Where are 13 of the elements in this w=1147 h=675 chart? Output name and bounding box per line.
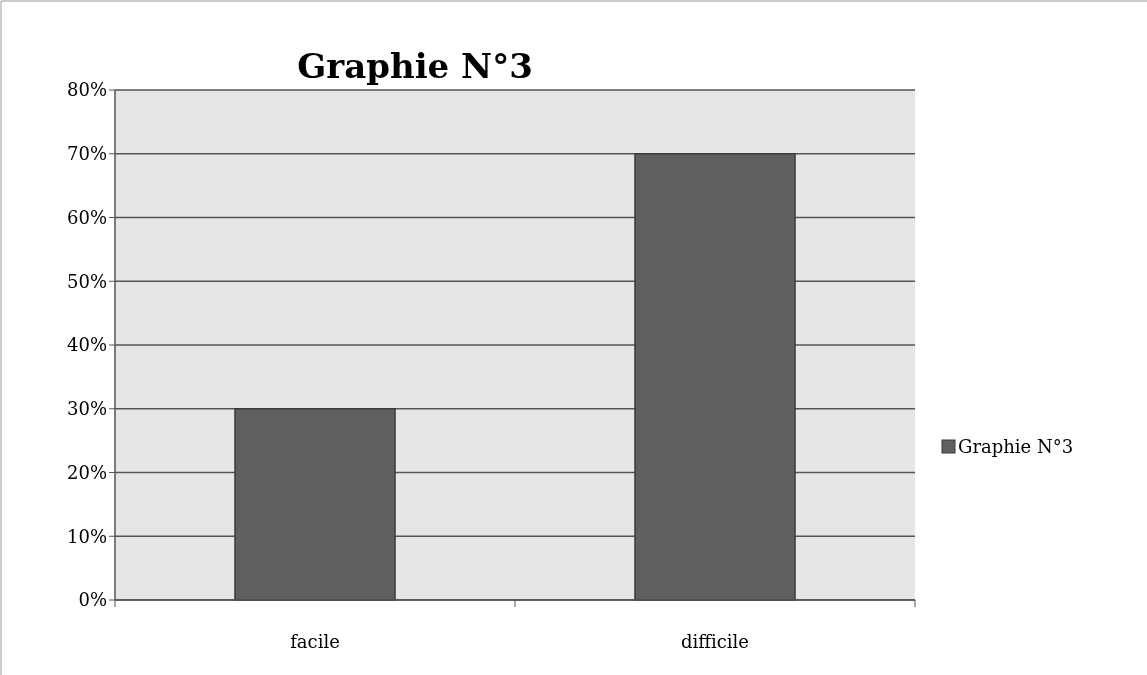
y-tick-label: 50% [66,270,107,292]
y-tick-label: 20% [66,461,107,483]
chart-title: Graphie N°3 [297,46,533,86]
y-tick-label: 60% [66,206,107,228]
legend-label: Graphie N°3 [958,436,1074,458]
x-tick-label: facile [290,631,340,652]
y-tick-label: 70% [66,143,107,165]
y-tick-label: 30% [66,398,107,420]
x-tick-label: difficile [680,631,750,652]
y-tick-label: 40% [66,334,107,356]
y-tick-label: 80% [66,79,107,101]
y-tick-label: 0% [78,589,107,611]
y-tick-label: 10% [66,525,107,547]
